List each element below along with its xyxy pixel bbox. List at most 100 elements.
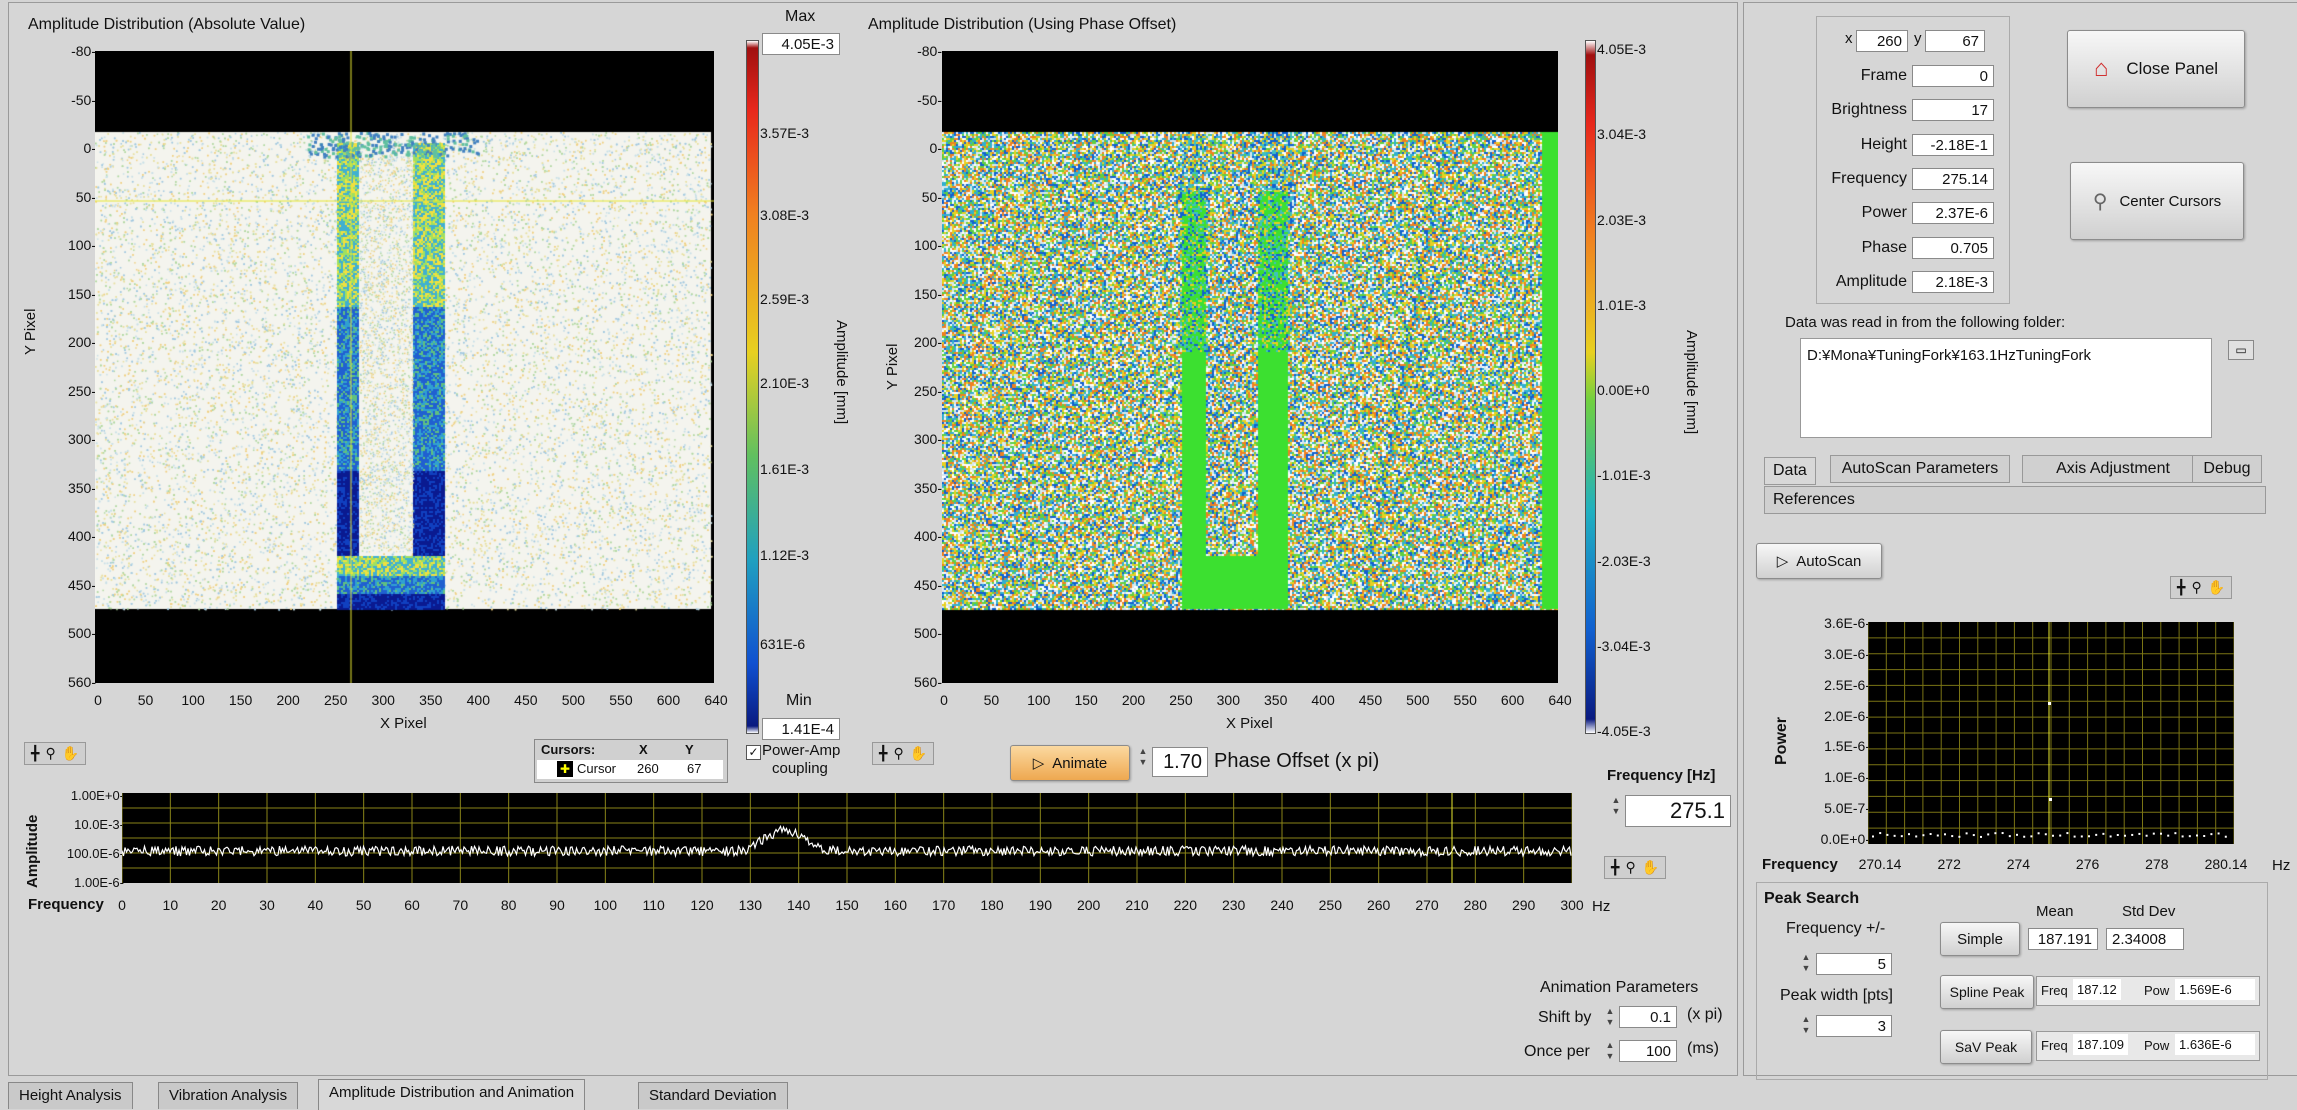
y-tick-label: 1.5E-6- bbox=[1824, 738, 1870, 755]
colorbar-max-input[interactable]: 4.05E-3 bbox=[762, 33, 840, 55]
play-icon: ▷ bbox=[1032, 755, 1045, 772]
power-point bbox=[2008, 835, 2011, 838]
colorbar-tick-label: 2.10E-3 bbox=[760, 375, 810, 391]
x-tick-label: 276 bbox=[2075, 856, 2100, 872]
zoom-icon[interactable]: ⚲ bbox=[1625, 859, 1636, 875]
pan-hand-icon[interactable]: ✋ bbox=[61, 745, 80, 761]
colorbar-tick-label: 1.01E-3 bbox=[1597, 296, 1647, 313]
cursor-name: Cursor bbox=[577, 761, 617, 776]
tab-data[interactable]: Data bbox=[1764, 457, 1816, 485]
pan-hand-icon[interactable]: ✋ bbox=[1641, 859, 1660, 875]
simple-mean[interactable]: 187.191 bbox=[2028, 928, 2098, 950]
tab-references[interactable]: References bbox=[1764, 486, 2266, 514]
close-panel-button[interactable]: ⌂ Close Panel bbox=[2067, 30, 2245, 108]
info-value-height[interactable]: -2.18E-1 bbox=[1912, 133, 1994, 156]
left-plot-toolbar[interactable]: ╋ ⚲ ✋ bbox=[24, 742, 87, 765]
animate-button[interactable]: ▷ Animate bbox=[1010, 745, 1130, 781]
simple-button[interactable]: Simple bbox=[1940, 922, 2020, 956]
shift-spinner[interactable]: ▲ ▼ bbox=[1605, 1006, 1615, 1027]
power-point bbox=[2016, 833, 2018, 836]
folder-open-icon[interactable]: ▭ bbox=[2228, 340, 2254, 360]
frequency-input[interactable]: 275.1 bbox=[1625, 795, 1731, 827]
x-tick-label: 300 bbox=[1216, 692, 1240, 708]
right-amplitude-plot[interactable] bbox=[942, 51, 1558, 683]
x-tick-label: 220 bbox=[1173, 897, 1198, 913]
crosshair-icon[interactable]: ╋ bbox=[2177, 579, 2186, 595]
colorbar-max-label: Max bbox=[785, 8, 816, 25]
cursor-row[interactable]: ✚ Cursor 260 67 bbox=[537, 760, 723, 779]
right-plot-toolbar[interactable]: ╋ ⚲ ✋ bbox=[872, 742, 935, 765]
x-value[interactable]: 260 bbox=[1856, 30, 1908, 52]
colorbar-min-input[interactable]: 1.41E-4 bbox=[762, 718, 840, 740]
info-value-brightness[interactable]: 17 bbox=[1912, 99, 1994, 122]
folder-path-box[interactable]: D:¥Mona¥TuningFork¥163.1HzTuningFork bbox=[1800, 338, 2212, 438]
tab-axis-adjustment[interactable]: Axis Adjustment bbox=[2022, 455, 2204, 483]
info-value-amplitude[interactable]: 2.18E-3 bbox=[1912, 270, 1994, 293]
tab-amplitude-distribution-and-animation[interactable]: Amplitude Distribution and Animation bbox=[318, 1079, 586, 1110]
pan-hand-icon[interactable]: ✋ bbox=[909, 745, 928, 761]
y-tick-label: 250- bbox=[67, 382, 96, 399]
info-label-frequency: Frequency bbox=[1831, 169, 1907, 187]
pan-hand-icon[interactable]: ✋ bbox=[2207, 579, 2226, 595]
spectrum-plot[interactable] bbox=[122, 793, 1572, 883]
magnifier-icon: ⚲ bbox=[2092, 190, 2108, 213]
spline-freq-value: 187.12 bbox=[2073, 979, 2121, 1000]
crosshair-icon[interactable]: ╋ bbox=[31, 745, 40, 761]
y-value[interactable]: 67 bbox=[1925, 30, 1985, 52]
colorbar-tick-label: -2.03E-3 bbox=[1597, 552, 1651, 569]
peak-freq-spinner[interactable]: ▲ ▼ bbox=[1801, 952, 1811, 973]
crosshair-icon[interactable]: ╋ bbox=[879, 745, 888, 761]
simple-std[interactable]: 2.34008 bbox=[2106, 928, 2184, 950]
x-tick-label: 170 bbox=[931, 897, 956, 913]
power-point bbox=[1944, 833, 1946, 836]
power-point bbox=[1915, 835, 1918, 838]
autoscan-button[interactable]: ▷ AutoScan bbox=[1756, 543, 1882, 579]
phase-offset-input[interactable]: 1.70 bbox=[1152, 747, 1208, 777]
once-input[interactable]: 100 bbox=[1619, 1040, 1677, 1062]
once-spinner[interactable]: ▲ ▼ bbox=[1605, 1040, 1615, 1061]
tab-debug[interactable]: Debug bbox=[2192, 455, 2262, 483]
crosshair-icon[interactable]: ╋ bbox=[1611, 859, 1620, 875]
power-plot-toolbar[interactable]: ╋ ⚲ ✋ bbox=[2170, 576, 2233, 599]
power-point bbox=[2080, 835, 2083, 838]
info-value-frequency[interactable]: 275.14 bbox=[1912, 167, 1994, 190]
power-point bbox=[2224, 835, 2227, 838]
power-point bbox=[1987, 833, 1990, 836]
phase-offset-spinner[interactable]: ▲ ▼ bbox=[1138, 746, 1148, 767]
sav-peak-button[interactable]: SaV Peak bbox=[1940, 1030, 2032, 1064]
cursor-table[interactable]: Cursors: X Y ✚ Cursor 260 67 bbox=[534, 739, 728, 783]
peak-freq-input[interactable]: 5 bbox=[1816, 953, 1892, 975]
tab-vibration-analysis[interactable]: Vibration Analysis bbox=[158, 1082, 299, 1109]
peak-width-spinner[interactable]: ▲ ▼ bbox=[1801, 1014, 1811, 1035]
spline-peak-button[interactable]: Spline Peak bbox=[1940, 975, 2034, 1009]
tab-autoscan-parameters[interactable]: AutoScan Parameters bbox=[1830, 455, 2010, 483]
animate-button-label: Animate bbox=[1052, 754, 1108, 772]
info-value-frame[interactable]: 0 bbox=[1912, 65, 1994, 87]
colorbar-tick-label: -4.05E-3 bbox=[1597, 723, 1651, 739]
shift-input[interactable]: 0.1 bbox=[1619, 1006, 1677, 1028]
y-tick-label: 0- bbox=[83, 140, 96, 157]
peak-freq-label: Frequency +/- bbox=[1786, 920, 1886, 937]
power-plot[interactable] bbox=[1868, 622, 2234, 844]
power-amp-checkbox[interactable]: ✓ bbox=[746, 745, 761, 760]
tab-standard-deviation[interactable]: Standard Deviation bbox=[638, 1082, 788, 1109]
info-label-power: Power bbox=[1861, 204, 1907, 222]
power-ylabel: Power bbox=[1773, 716, 1790, 765]
info-value-phase[interactable]: 0.705 bbox=[1912, 236, 1994, 259]
mean-label: Mean bbox=[2036, 903, 2074, 920]
zoom-icon[interactable]: ⚲ bbox=[893, 745, 904, 761]
left-amplitude-plot[interactable] bbox=[95, 51, 714, 683]
y-label: y bbox=[1914, 30, 1922, 47]
center-cursors-button[interactable]: ⚲ Center Cursors bbox=[2070, 162, 2244, 240]
zoom-icon[interactable]: ⚲ bbox=[45, 745, 56, 761]
spectrum-toolbar[interactable]: ╋ ⚲ ✋ bbox=[1604, 856, 1667, 879]
power-point bbox=[2210, 833, 2213, 836]
tab-height-analysis[interactable]: Height Analysis bbox=[8, 1082, 133, 1109]
frequency-spinner[interactable]: ▲ ▼ bbox=[1611, 795, 1621, 816]
x-tick-label: 60 bbox=[404, 897, 420, 913]
power-chart bbox=[1868, 622, 2234, 844]
once-unit: (ms) bbox=[1687, 1040, 1719, 1057]
peak-width-input[interactable]: 3 bbox=[1816, 1015, 1892, 1037]
zoom-icon[interactable]: ⚲ bbox=[2191, 579, 2202, 595]
info-value-power[interactable]: 2.37E-6 bbox=[1912, 202, 1994, 225]
